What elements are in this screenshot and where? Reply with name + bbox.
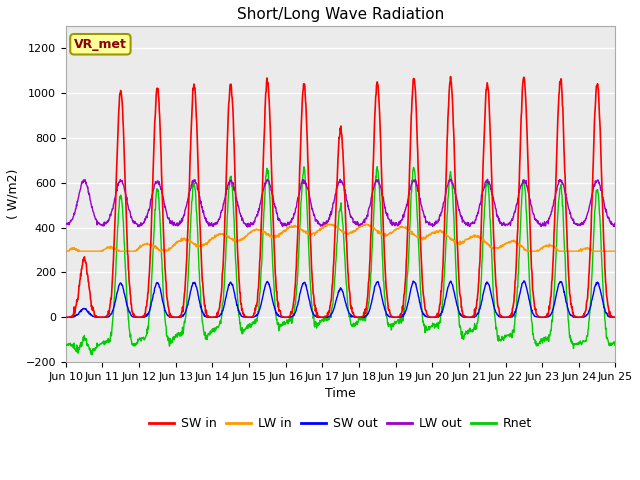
X-axis label: Time: Time [325,387,356,400]
Title: Short/Long Wave Radiation: Short/Long Wave Radiation [237,7,444,22]
Legend: SW in, LW in, SW out, LW out, Rnet: SW in, LW in, SW out, LW out, Rnet [145,412,537,435]
Text: VR_met: VR_met [74,38,127,51]
Y-axis label: ( W/m2): ( W/m2) [7,169,20,219]
